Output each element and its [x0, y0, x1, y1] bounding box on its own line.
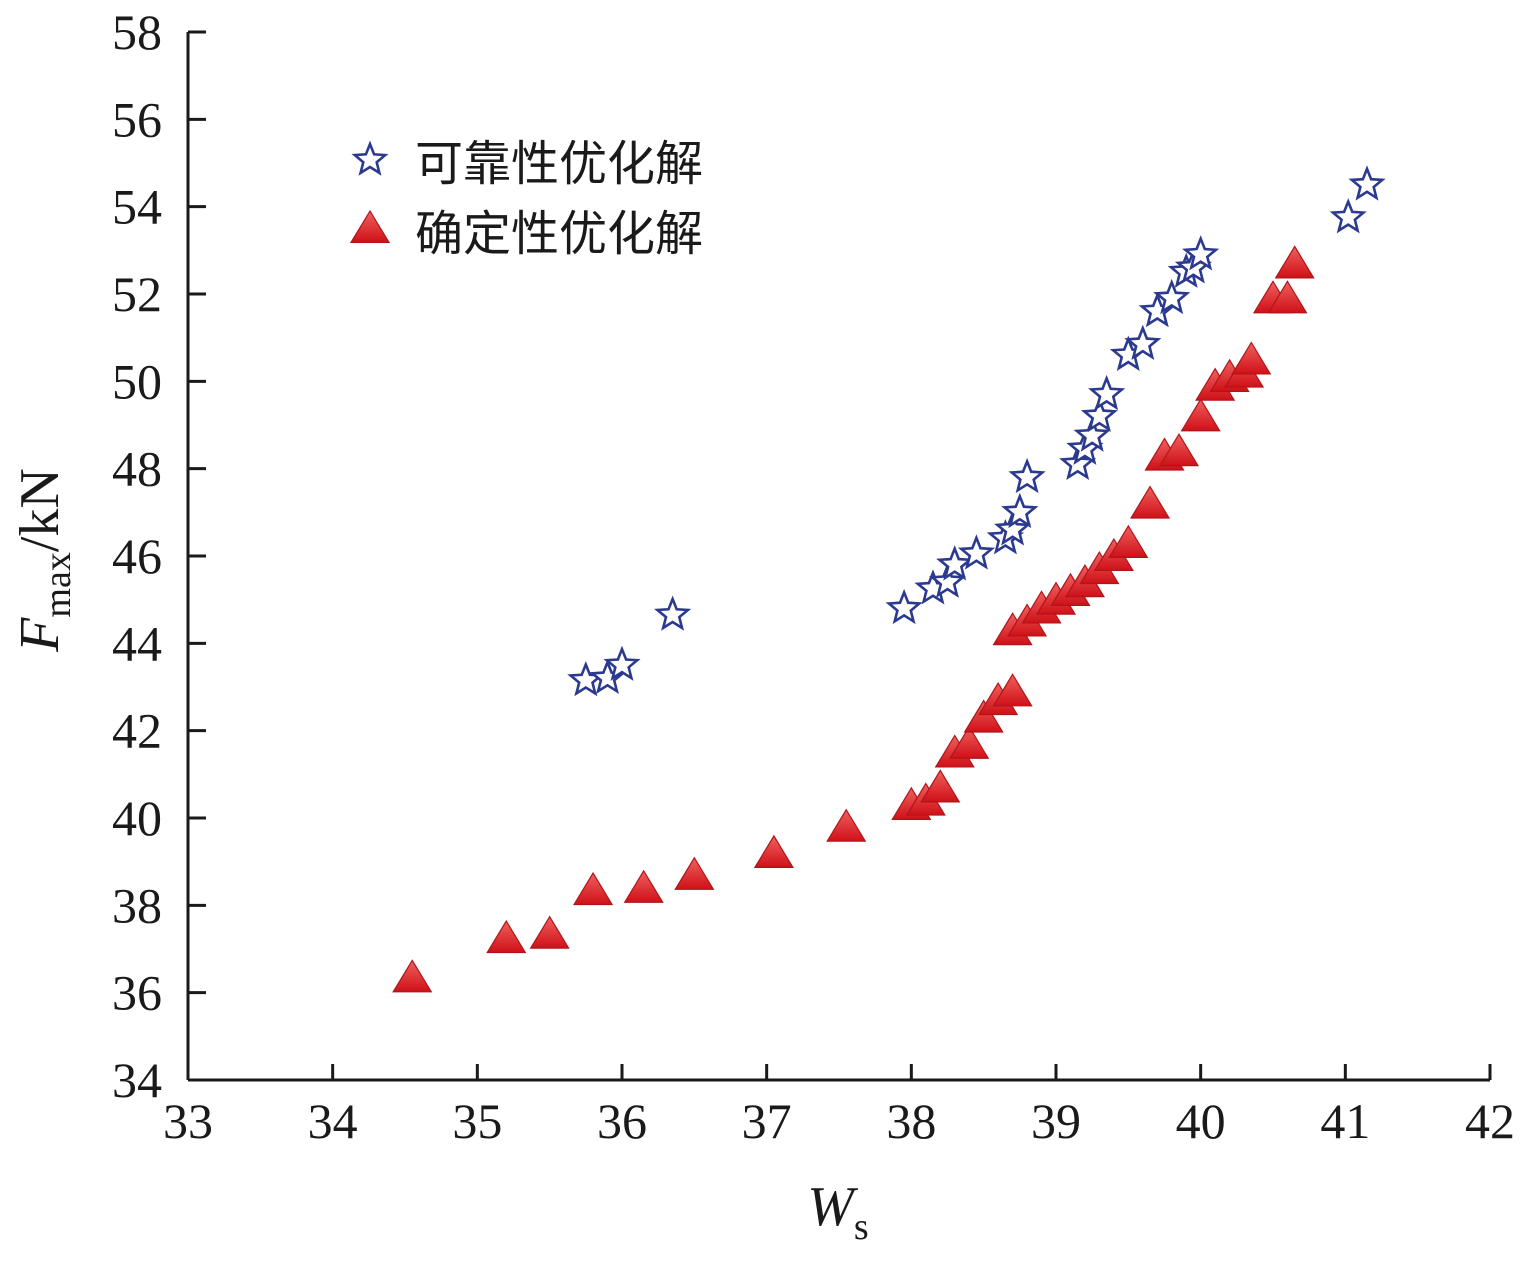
y-tick-label: 34 [112, 1052, 162, 1108]
legend: 可靠性优化解 确定性优化解 [349, 136, 703, 262]
y-tick-label: 38 [112, 877, 162, 933]
x-axis-label-sub: s [854, 1206, 869, 1248]
data-point-star [603, 645, 641, 681]
legend-label-deterministic: 确定性优化解 [415, 206, 703, 262]
data-point-star [936, 545, 974, 581]
data-point-triangle [1129, 485, 1171, 519]
y-tick-label: 52 [112, 266, 162, 322]
data-point-triangle [1231, 341, 1272, 375]
data-point-triangle [992, 673, 1033, 707]
y-tick-label: 46 [112, 528, 162, 584]
data-point-star [1348, 165, 1386, 201]
y-tick-label: 42 [112, 703, 162, 759]
data-point-star [1073, 416, 1111, 452]
data-point-star [1329, 198, 1367, 234]
data-marks [392, 165, 1386, 993]
data-point-triangle [963, 699, 1004, 733]
data-point-star [1088, 374, 1126, 411]
data-point-star [957, 534, 996, 570]
y-axis-label-sub: max [37, 552, 79, 617]
legend-marker-triangle [349, 209, 391, 244]
data-point-triangle [1180, 398, 1221, 432]
axis-ticks: 33 34 35 36 37 38 39 40 41 4234363840424446485052… [112, 4, 1515, 1149]
data-point-triangle [1267, 280, 1308, 314]
y-axis-label-main: F [9, 617, 71, 653]
y-tick-label: 48 [112, 441, 162, 497]
data-point-triangle [573, 871, 614, 906]
data-point-star [1001, 492, 1039, 529]
data-point-star [1080, 396, 1118, 433]
series-deterministic [392, 245, 1315, 993]
data-point-star [567, 660, 605, 697]
data-point-triangle [1108, 524, 1149, 558]
legend-marker-star [351, 140, 389, 176]
data-point-triangle [1158, 433, 1200, 467]
data-point-triangle [392, 959, 433, 993]
data-point-star [885, 588, 923, 625]
x-tick-label: 36 [597, 1093, 647, 1149]
legend-triangle-icon [349, 209, 391, 244]
x-tick-label: 35 [452, 1093, 502, 1149]
data-point-triangle [826, 808, 867, 842]
x-axis-label: Ws [807, 1176, 868, 1248]
y-tick-label: 56 [112, 91, 162, 147]
x-tick-label: 37 [742, 1093, 792, 1149]
data-point-star [1008, 457, 1046, 494]
data-point-star [654, 595, 692, 631]
data-point-star [1124, 324, 1162, 361]
x-tick-label: 33 [163, 1093, 213, 1149]
y-axis-label-unit: /kN [9, 468, 71, 552]
legend-label-reliability: 可靠性优化解 [415, 136, 703, 192]
data-point-triangle [1274, 245, 1315, 279]
y-tick-label: 40 [112, 790, 162, 846]
x-tick-label: 41 [1320, 1093, 1370, 1149]
x-tick-label: 34 [308, 1093, 358, 1149]
data-point-triangle [920, 769, 961, 803]
x-tick-label: 42 [1465, 1093, 1515, 1149]
data-point-triangle [753, 834, 794, 868]
data-point-triangle [949, 725, 990, 759]
x-tick-label: 38 [886, 1093, 936, 1149]
y-tick-label: 44 [112, 615, 162, 671]
data-point-star [1182, 235, 1220, 271]
data-point-star [1153, 278, 1191, 315]
x-axis-label-main: W [807, 1176, 858, 1238]
data-point-star [928, 562, 967, 598]
data-point-triangle [674, 856, 715, 890]
data-point-triangle [486, 919, 527, 954]
y-tick-label: 36 [112, 965, 162, 1021]
y-tick-label: 50 [112, 353, 162, 409]
axes [186, 32, 1490, 1082]
data-point-triangle [623, 869, 664, 903]
y-axis-label: Fmax/kN [9, 468, 79, 653]
y-tick-label: 54 [112, 179, 162, 235]
data-point-star [994, 510, 1032, 546]
y-tick-label: 58 [112, 4, 162, 60]
x-tick-label: 39 [1031, 1093, 1081, 1149]
legend-star-icon [351, 140, 389, 176]
series-reliability [567, 165, 1386, 697]
x-tick-label: 40 [1176, 1093, 1226, 1149]
data-point-triangle [529, 915, 570, 949]
